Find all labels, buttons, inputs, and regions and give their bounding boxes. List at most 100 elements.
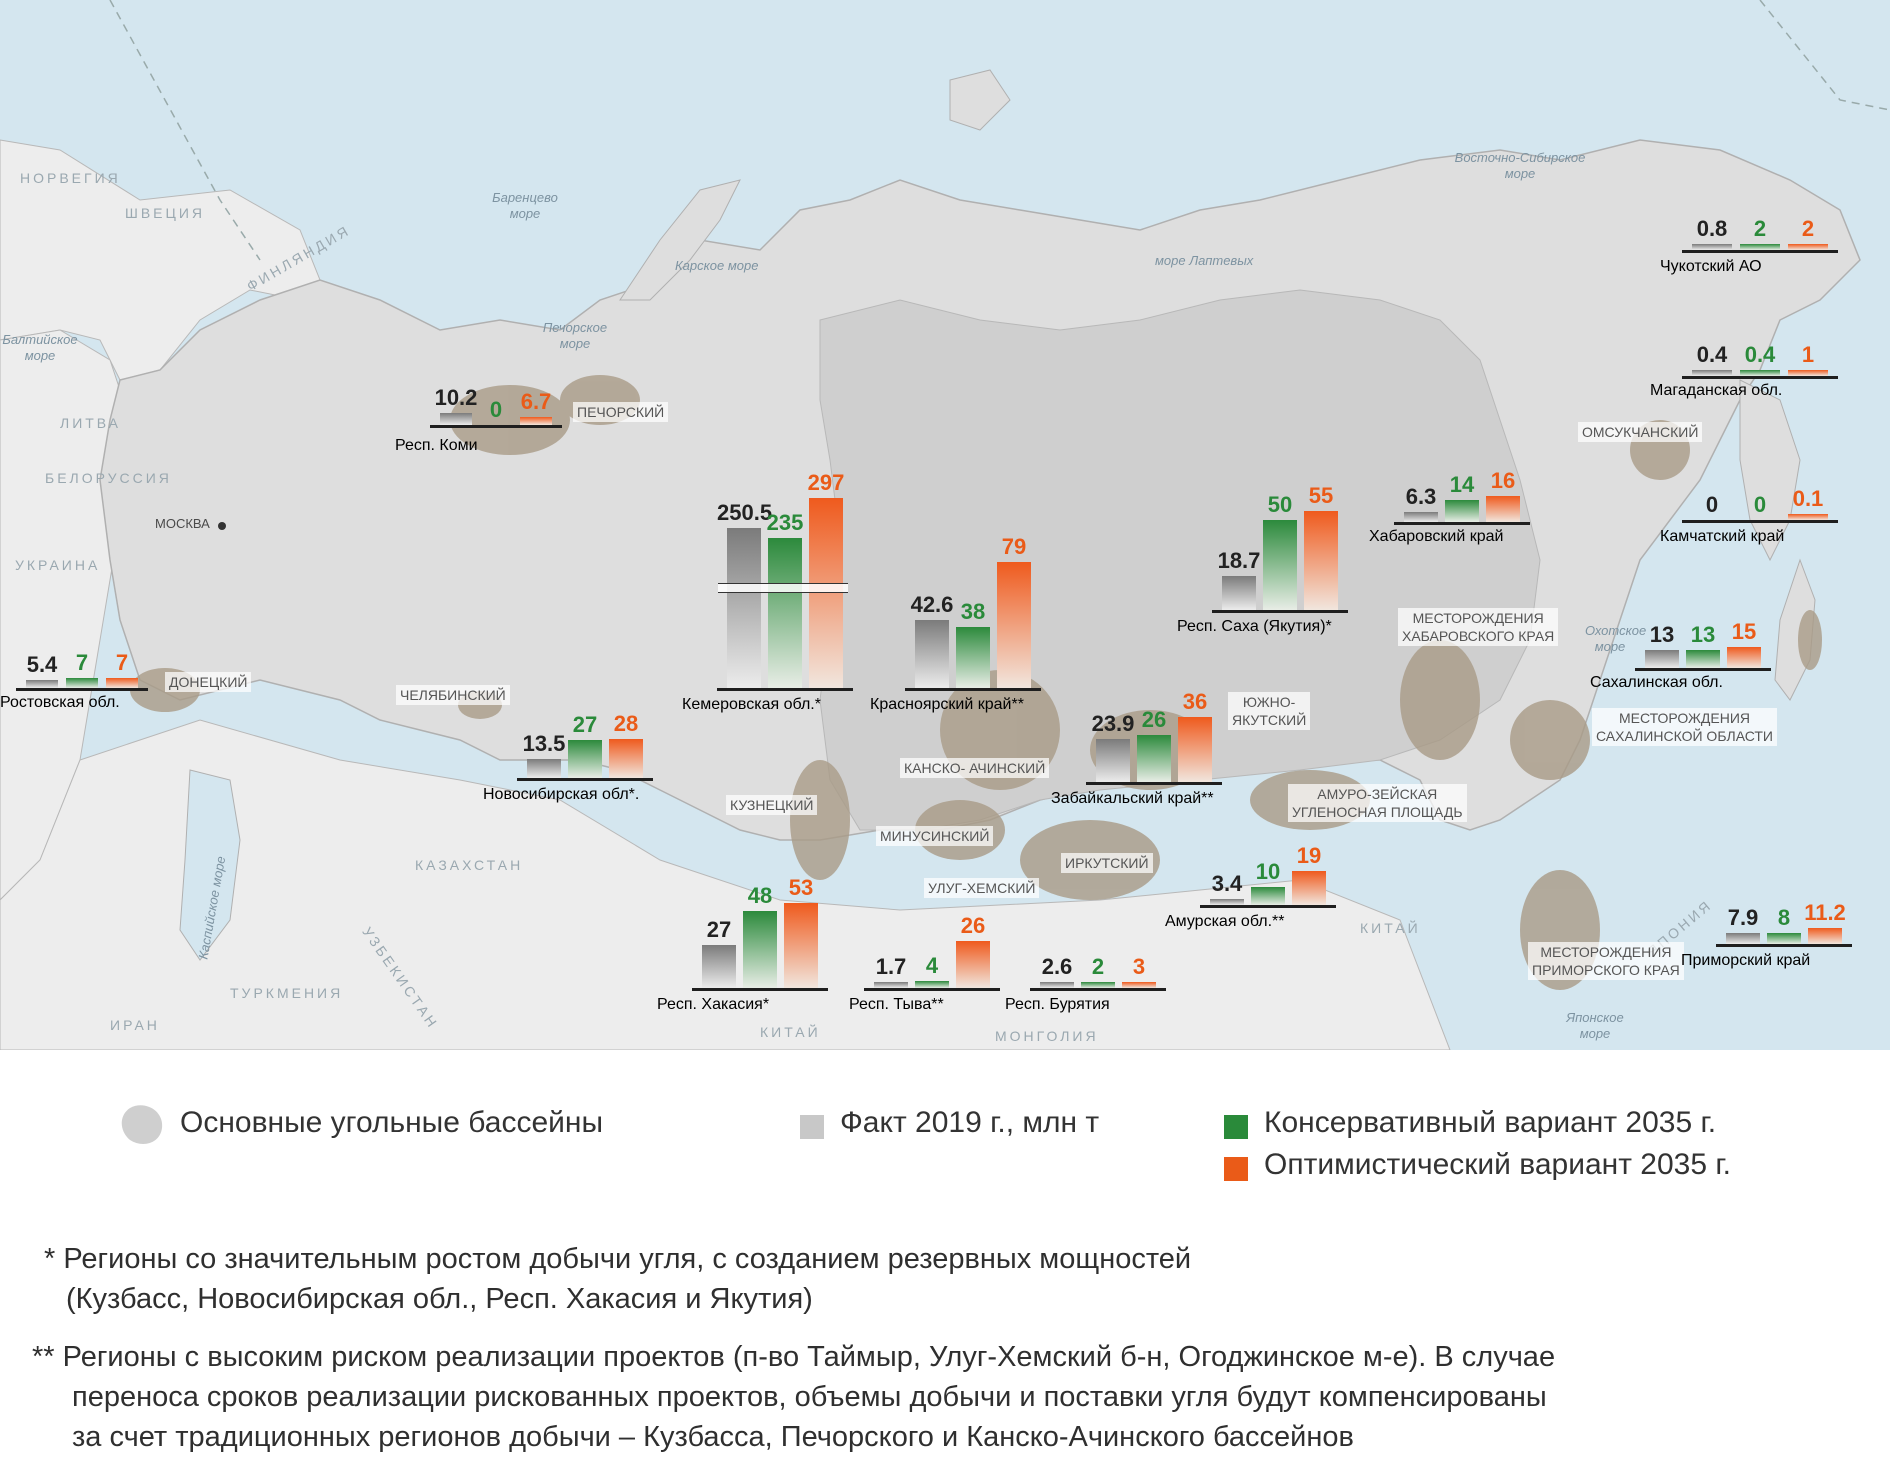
bar-fact (1210, 898, 1244, 905)
region-baseline (1212, 610, 1348, 613)
bar-opt (784, 903, 818, 988)
value-label-opt: 36 (1182, 689, 1208, 715)
region-name: Респ. Хакасия* (657, 996, 770, 1013)
scandinavia-land (0, 139, 321, 381)
value-label-fact: 3.4 (1211, 870, 1243, 896)
map-area: НОРВЕГИЯ ШВЕЦИЯ ФИНЛЯНДИЯ ЛИТВА БЕЛОРУСС… (0, 0, 1890, 1050)
bar-cons (956, 627, 990, 688)
region-name: Хабаровский край (1369, 528, 1504, 545)
basin-label: ОМСУКЧАНСКИЙ (1578, 422, 1703, 443)
bar-opt (1304, 511, 1338, 610)
value-label-opt: 2 (1801, 216, 1815, 241)
basin-label: УЛУГ-ХЕМСКИЙ (924, 878, 1040, 899)
bar-cons (1251, 887, 1285, 905)
bar-opt (1727, 647, 1761, 668)
country-label: ЛИТВА (60, 415, 122, 431)
value-label-fact: 27 (706, 916, 732, 942)
bar-opt (1788, 244, 1828, 250)
value-label-fact: 18.7 (1217, 548, 1261, 574)
bar-opt (1486, 496, 1520, 522)
bar-opt (1292, 870, 1326, 905)
scale-break-marker (718, 583, 848, 593)
bar-opt (1788, 514, 1828, 520)
novaya-zemlya (619, 179, 741, 301)
bar-opt (1788, 370, 1828, 376)
value-label-opt: 6.7 (520, 388, 552, 414)
value-label-opt: 7 (115, 650, 129, 676)
country-label: ИРАН (110, 1017, 160, 1033)
basin-label: МЕСТОРОЖДЕНИЯ САХАЛИНСКОЙ ОБЛАСТИ (1592, 708, 1777, 747)
bar-fact (1096, 738, 1130, 782)
caspian-sea (179, 769, 241, 961)
country-label: КИТАЙ (1360, 920, 1421, 936)
region-name: Респ. Тыва** (849, 996, 944, 1013)
bar-cons (1767, 932, 1801, 944)
bar-cons (1137, 735, 1171, 782)
arctic-islands (949, 69, 1011, 131)
region-baseline (1682, 376, 1838, 379)
legend-opt-swatch (1224, 1157, 1248, 1181)
bar-cons (1263, 520, 1297, 610)
value-label-cons: 38 (960, 599, 986, 625)
value-label-cons: 48 (747, 883, 773, 909)
bar-cons (1740, 244, 1780, 250)
sea-label: Японское море (1566, 1010, 1624, 1041)
sea-label: Охотское море (1585, 623, 1647, 654)
value-label-cons: 0.4 (1744, 342, 1776, 367)
region-baseline (905, 688, 1041, 691)
basin-label: ПЕЧОРСКИЙ (573, 402, 669, 423)
value-label-opt: 3 (1132, 954, 1146, 979)
value-label-cons: 0 (1753, 492, 1767, 517)
region-baseline (1635, 668, 1771, 671)
value-label-fact: 5.4 (26, 652, 58, 678)
bar-fact (1692, 244, 1732, 250)
basin-label: ЧЕЛЯБИНСКИЙ (396, 685, 510, 706)
basin-label: КАНСКО- АЧИНСКИЙ (900, 758, 1050, 779)
bar-fact (1040, 982, 1074, 988)
region-name: Забайкальский край** (1051, 790, 1214, 807)
bar-opt (520, 416, 552, 425)
region-name: Ростовская обл. (0, 694, 120, 711)
value-label-fact: 0 (1705, 492, 1719, 517)
value-label-opt: 297 (807, 469, 845, 495)
region-baseline (1394, 522, 1530, 525)
value-label-cons: 0 (489, 397, 503, 422)
footnote-1-line-2: (Кузбасс, Новосибирская обл., Респ. Хака… (66, 1283, 813, 1315)
region-name: Камчатский край (1660, 528, 1785, 545)
bar-cons (768, 537, 802, 688)
bar-fact (1692, 370, 1732, 376)
map-background (0, 0, 1890, 1050)
value-label-fact: 7.9 (1727, 904, 1759, 930)
bar-fact (915, 619, 949, 688)
value-label-fact: 13.5 (522, 731, 566, 757)
footnote-2-line-2: переноса сроков реализации рискованных п… (72, 1381, 1547, 1413)
bar-fact (1726, 932, 1760, 944)
bar-opt (1808, 928, 1842, 944)
value-label-fact: 23.9 (1091, 710, 1135, 736)
bar-fact (26, 680, 58, 688)
region-name: Новосибирская обл*. (483, 786, 640, 803)
value-label-cons: 4 (925, 952, 939, 978)
country-label: КИТАЙ (760, 1024, 821, 1040)
bar-fact (1404, 511, 1438, 522)
value-label-cons: 10 (1255, 859, 1281, 884)
kamchatka-land (1739, 379, 1801, 562)
region-baseline (717, 688, 853, 691)
basin-label: ИРКУТСКИЙ (1061, 853, 1153, 874)
basin-label: ЮЖНО- ЯКУТСКИЙ (1228, 692, 1311, 731)
bar-fact (527, 759, 561, 778)
basin-label: КУЗНЕЦКИЙ (726, 795, 818, 816)
bar-fact (1645, 649, 1679, 668)
bar-opt (1178, 717, 1212, 782)
legend-cons-label: Консервативный вариант 2035 г. (1264, 1106, 1717, 1139)
country-label: НОРВЕГИЯ (20, 170, 121, 186)
basin-legend-icon (121, 1105, 163, 1144)
value-label-fact: 0.4 (1696, 342, 1728, 367)
bar-cons (1081, 982, 1115, 988)
legend-cons-swatch (1224, 1115, 1248, 1139)
value-label-cons: 2 (1091, 954, 1105, 979)
value-label-cons: 27 (572, 712, 598, 738)
value-label-opt: 79 (1001, 533, 1027, 559)
value-label-fact: 10.2 (434, 384, 478, 410)
bar-opt (956, 941, 990, 988)
